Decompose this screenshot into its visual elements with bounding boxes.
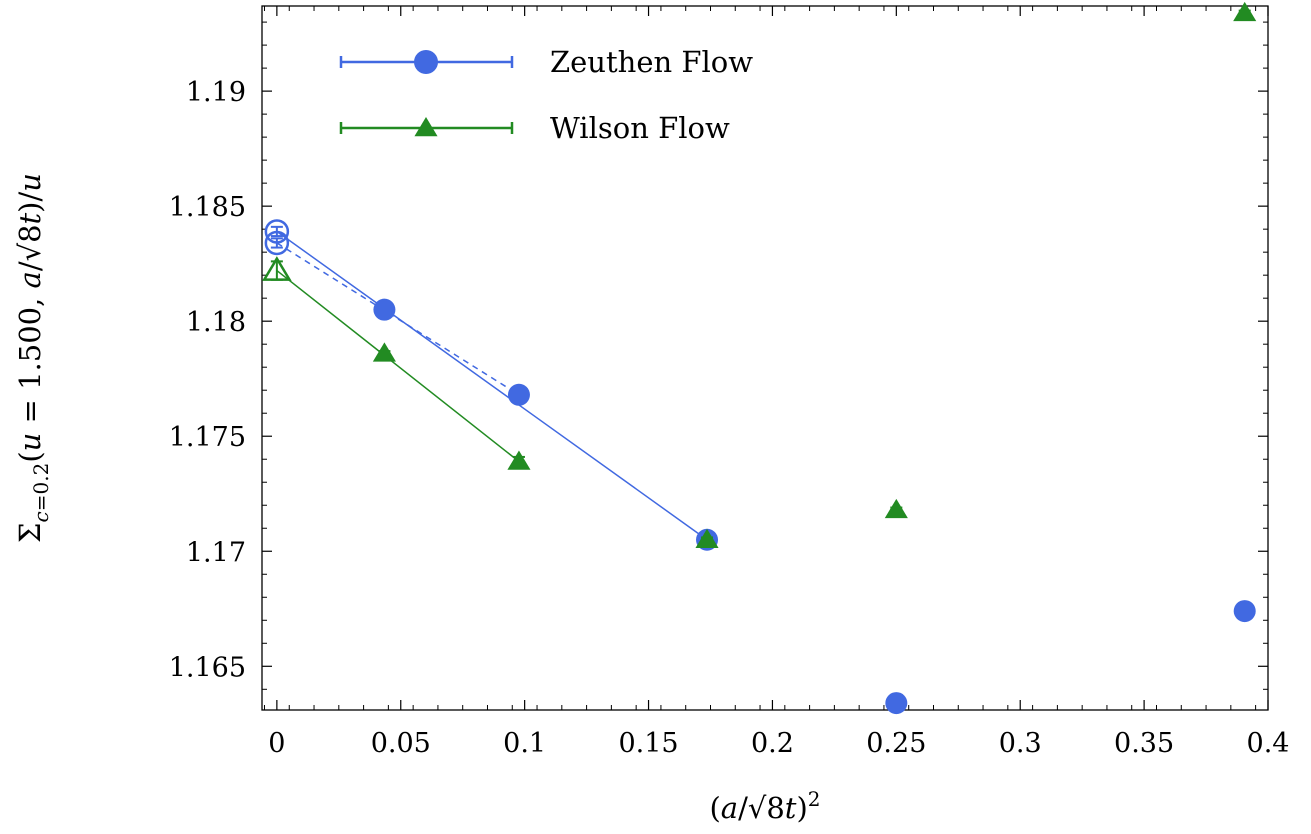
zeuthen-flow-point — [1233, 600, 1256, 623]
wilson-flow-legend-marker — [414, 117, 438, 137]
y-tick-label: 1.175 — [169, 422, 246, 453]
zeuthen-flow-legend-marker — [414, 50, 438, 74]
wilson-flow-point — [1233, 1, 1257, 22]
y-tick-label: 1.165 — [169, 652, 246, 683]
zeuthen-flow-point — [507, 383, 530, 406]
axis-ticks: 0 0.05 0.1 0.15 0.2 0.25 0.3 0.35 0.4 1.165 1.17 1.… — [169, 6, 1290, 759]
x-tick-label: 0.15 — [618, 728, 678, 759]
x-tick-label: 0 — [268, 728, 285, 759]
y-tick-label: 1.185 — [169, 192, 246, 223]
wilson-flow-legend-label: Wilson Flow — [550, 111, 730, 145]
wilson-flow-point — [507, 450, 531, 470]
plot-area-border — [261, 5, 1269, 711]
y-tick-label: 1.17 — [186, 537, 246, 568]
zeuthen-flow-point — [885, 692, 908, 715]
fit-lines — [276, 230, 708, 541]
data-markers — [262, 1, 1257, 715]
x-tick-label: 0.25 — [866, 728, 926, 759]
zeuthen-flow-fit-line — [276, 230, 708, 541]
wilson-flow-fit-line — [276, 269, 520, 463]
zeuthen-flow-fit-line — [276, 242, 520, 396]
wilson-flow-point — [884, 498, 908, 519]
wilson-flow-point — [695, 528, 719, 549]
y-tick-label: 1.18 — [186, 307, 246, 338]
zeuthen-flow-legend-label: Zeuthen Flow — [550, 45, 753, 79]
zeuthen-flow-extrapolated-point — [264, 230, 290, 256]
x-tick-label: 0.35 — [1114, 728, 1174, 759]
x-axis-label: (a/√8t)2 — [709, 787, 820, 825]
plot-frame — [261, 5, 1269, 711]
y-tick-label: 1.19 — [186, 77, 246, 108]
x-tick-label: 0.05 — [371, 728, 431, 759]
y-axis-label: Σc=0.2(u = 1.500, a/√8t)/u — [13, 173, 53, 543]
zeuthen-flow-point — [373, 298, 396, 321]
wilson-flow-point — [372, 342, 396, 362]
x-tick-label: 0.2 — [751, 728, 794, 759]
legend: Zeuthen Flow Wilson Flow — [339, 45, 753, 145]
x-tick-label: 0.4 — [1247, 728, 1290, 759]
wilson-flow-extrapolated-point — [262, 256, 292, 281]
x-tick-label: 0.1 — [503, 728, 546, 759]
x-tick-label: 0.3 — [999, 728, 1042, 759]
